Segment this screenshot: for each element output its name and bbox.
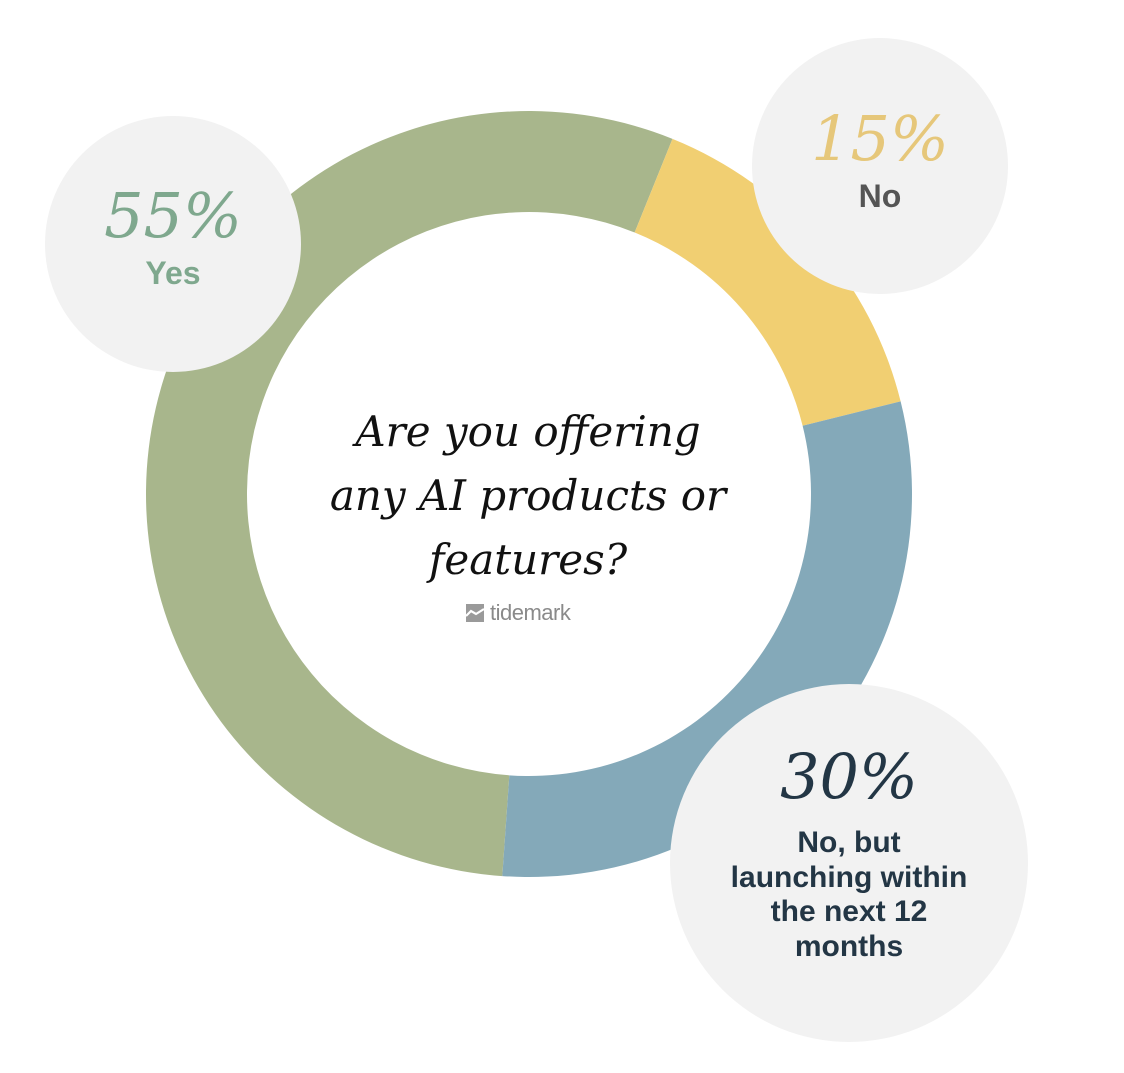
mountain-logo-icon	[466, 604, 484, 622]
yes-bubble: 55% Yes	[45, 116, 301, 372]
later-bubble: 30% No, but launching within the next 12…	[670, 684, 1028, 1042]
brand-name: tidemark	[490, 600, 571, 625]
later-percent: 30%	[780, 740, 918, 813]
no-bubble: 15% No	[752, 38, 1008, 294]
yes-label: Yes	[145, 254, 201, 291]
donut-slice-no	[634, 138, 901, 426]
later-label: No, but launching within the next 12 mon…	[730, 826, 968, 963]
yes-percent: 55%	[104, 178, 242, 252]
no-label: No	[858, 177, 902, 214]
no-percent: 15%	[811, 101, 949, 175]
chart-title: Are you offering any AI products or feat…	[329, 407, 727, 584]
brand-logo: tidemark	[466, 600, 596, 626]
